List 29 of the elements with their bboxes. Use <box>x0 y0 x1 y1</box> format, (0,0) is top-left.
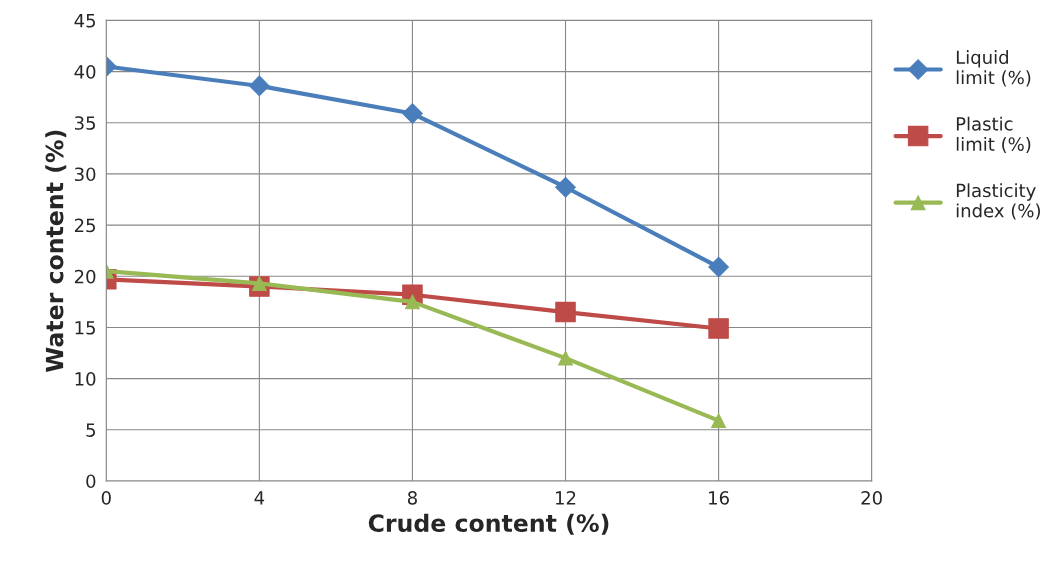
x-axis-title: Crude content (%) <box>368 513 609 535</box>
y-tick-label: 45 <box>74 14 95 28</box>
point <box>555 301 576 323</box>
y-tick-label: 40 <box>74 65 96 79</box>
y-axis-title: Water content (%) <box>45 130 67 373</box>
x-tick-label: 4 <box>254 491 265 505</box>
point <box>402 103 423 124</box>
legend-label: Plastic limit (%) <box>956 116 1031 154</box>
y-tick-label: 10 <box>75 372 96 386</box>
y-tick-label: 5 <box>86 423 95 437</box>
x-tick-label: 8 <box>407 491 417 505</box>
x-tick-label: 16 <box>709 491 729 505</box>
point <box>555 176 576 198</box>
y-tick-label: 0 <box>86 474 96 489</box>
y-tick-label: 35 <box>74 116 95 130</box>
y-tick-label: 15 <box>75 321 95 335</box>
point <box>249 75 270 97</box>
y-tick-label: 25 <box>74 218 95 233</box>
y-tick-label: 30 <box>74 167 96 182</box>
y-tick-label: 20 <box>74 269 96 284</box>
point <box>708 256 729 278</box>
point <box>708 318 729 339</box>
x-tick-label: 12 <box>556 491 576 505</box>
x-tick-label: 0 <box>101 491 111 505</box>
point <box>711 413 727 429</box>
legend-label: Plasticity index (%) <box>956 183 1040 220</box>
point <box>558 350 573 366</box>
legend-label: Liquid limit (%) <box>956 50 1031 87</box>
x-tick-label: 20 <box>861 491 882 505</box>
